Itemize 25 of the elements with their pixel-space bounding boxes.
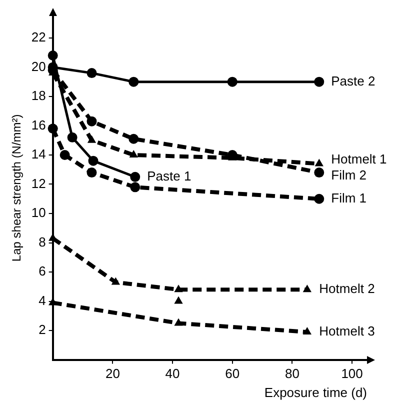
y-tick-label: 20 bbox=[31, 58, 46, 74]
x-tick-label: 80 bbox=[284, 366, 300, 382]
series-label: Paste 1 bbox=[147, 168, 192, 184]
y-tick-label: 6 bbox=[38, 264, 46, 279]
series-label: Paste 2 bbox=[331, 73, 376, 88]
series-label: Film 1 bbox=[331, 190, 367, 206]
y-tick-label: 8 bbox=[38, 234, 46, 250]
y-tick-label: 12 bbox=[31, 176, 46, 191]
y-tick-label: 18 bbox=[31, 88, 46, 104]
series-label: Hotmelt 1 bbox=[331, 152, 387, 167]
x-tick-label: 100 bbox=[341, 366, 363, 382]
y-tick-label: 22 bbox=[31, 30, 46, 45]
x-tick-label: 60 bbox=[225, 366, 240, 382]
y-tick-label: 10 bbox=[31, 205, 46, 220]
y-tick-label: 2 bbox=[38, 322, 46, 338]
series-label: Hotmelt 3 bbox=[319, 324, 375, 339]
y-axis-title: Lap shear strength (N/mm²) bbox=[10, 114, 24, 262]
y-tick-label: 14 bbox=[31, 146, 46, 162]
series-label: Hotmelt 2 bbox=[319, 281, 375, 296]
y-tick-label: 16 bbox=[31, 117, 46, 132]
x-tick-label: 40 bbox=[165, 366, 180, 382]
x-tick-label: 20 bbox=[105, 366, 120, 382]
x-axis-title: Exposure time (d) bbox=[264, 384, 367, 400]
y-tick-label: 4 bbox=[38, 292, 46, 308]
series-label: Film 2 bbox=[331, 168, 367, 183]
